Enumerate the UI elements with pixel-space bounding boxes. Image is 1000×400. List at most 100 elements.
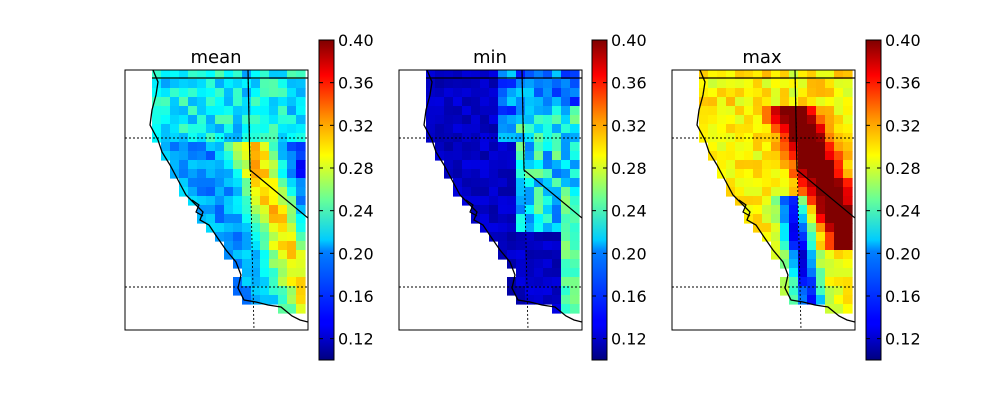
heatmap-cell: [534, 70, 544, 80]
heatmap-cell: [816, 268, 826, 278]
heatmap-cell: [789, 160, 799, 170]
heatmap-cell: [287, 142, 297, 152]
heatmap-cell: [224, 169, 234, 179]
heatmap-cell: [525, 286, 535, 296]
heatmap-cell: [552, 223, 562, 233]
heatmap-cell: [570, 169, 580, 179]
heatmap-cell: [798, 259, 808, 269]
heatmap-cell: [807, 115, 817, 125]
heatmap-cell: [480, 106, 490, 116]
heatmap-cell: [771, 223, 781, 233]
heatmap-cell: [233, 79, 243, 89]
heatmap-cell: [170, 115, 180, 125]
heatmap-cell: [762, 142, 772, 152]
heatmap-cell: [278, 205, 288, 215]
heatmap-cell: [269, 115, 279, 125]
heatmap-cell: [534, 223, 544, 233]
heatmap-cell: [762, 214, 772, 224]
heatmap-cell: [179, 88, 189, 98]
heatmap-cell: [480, 79, 490, 89]
heatmap-cell: [798, 196, 808, 206]
heatmap-cell: [296, 151, 306, 161]
heatmap-cell: [260, 232, 270, 242]
heatmap-cell: [287, 70, 297, 80]
heatmap-cell: [780, 124, 790, 134]
heatmap-cell: [570, 286, 580, 296]
heatmap-cell: [561, 259, 571, 269]
heatmap-cell: [296, 142, 306, 152]
heatmap-cell: [552, 187, 562, 197]
heatmap-cell: [215, 178, 225, 188]
heatmap-cell: [525, 223, 535, 233]
heatmap-cell: [798, 79, 808, 89]
colorbar-tick-label: 0.28: [885, 159, 921, 178]
colorbar-tick-label: 0.20: [885, 244, 921, 263]
heatmap-cell: [269, 88, 279, 98]
heatmap-cell: [188, 115, 198, 125]
heatmap-cell: [525, 142, 535, 152]
heatmap-cell: [260, 223, 270, 233]
heatmap-cell: [798, 232, 808, 242]
heatmap-cell: [798, 142, 808, 152]
heatmap-cell: [215, 70, 225, 80]
heatmap-cell: [570, 115, 580, 125]
heatmap-cell: [825, 259, 835, 269]
heatmap-cell: [525, 124, 535, 134]
heatmap-cell: [170, 79, 180, 89]
heatmap-cell: [489, 160, 499, 170]
heatmap-cell: [744, 160, 754, 170]
heatmap-cell: [242, 268, 252, 278]
heatmap-cell: [708, 124, 718, 134]
heatmap-cell: [287, 133, 297, 143]
heatmap-cell: [825, 223, 835, 233]
heatmap-cell: [843, 115, 853, 125]
heatmap-cell: [807, 268, 817, 278]
heatmap-cell: [516, 214, 526, 224]
heatmap-cell: [570, 268, 580, 278]
heatmap-cell: [453, 142, 463, 152]
heatmap-cell: [287, 160, 297, 170]
heatmap-cell: [197, 160, 207, 170]
heatmap-cell: [552, 169, 562, 179]
heatmap-cell: [843, 97, 853, 107]
heatmap-cell: [269, 160, 279, 170]
heatmap-cell: [188, 187, 198, 197]
heatmap-cell: [287, 124, 297, 134]
heatmap-cell: [744, 97, 754, 107]
heatmap-cell: [561, 250, 571, 260]
heatmap-cell: [251, 268, 261, 278]
heatmap-cell: [843, 88, 853, 98]
heatmap-cell: [552, 214, 562, 224]
heatmap-cell: [843, 133, 853, 143]
heatmap-cell: [453, 115, 463, 125]
heatmap-cell: [444, 79, 454, 89]
heatmap-cell: [242, 97, 252, 107]
heatmap-cell: [161, 88, 171, 98]
heatmap-cell: [816, 196, 826, 206]
heatmap-cell: [197, 214, 207, 224]
heatmap-cell: [251, 88, 261, 98]
heatmap-cell: [489, 115, 499, 125]
heatmap-cell: [215, 223, 225, 233]
heatmap-cell: [480, 205, 490, 215]
heatmap-cell: [717, 106, 727, 116]
heatmap-cell: [789, 169, 799, 179]
heatmap-cell: [444, 97, 454, 107]
heatmap-cell: [278, 97, 288, 107]
heatmap-cell: [215, 124, 225, 134]
heatmap-cell: [287, 169, 297, 179]
heatmap-cell: [753, 79, 763, 89]
heatmap-cell: [789, 106, 799, 116]
heatmap-cell: [287, 232, 297, 242]
heatmap-cell: [260, 169, 270, 179]
heatmap-cell: [534, 115, 544, 125]
heatmap-cell: [206, 88, 216, 98]
heatmap-cell: [570, 178, 580, 188]
heatmap-cell: [215, 187, 225, 197]
heatmap-cell: [453, 124, 463, 134]
heatmap-cell: [233, 232, 243, 242]
heatmap-cell: [287, 205, 297, 215]
heatmap-cell: [780, 277, 790, 287]
heatmap-cell: [242, 160, 252, 170]
heatmap-cell: [807, 223, 817, 233]
